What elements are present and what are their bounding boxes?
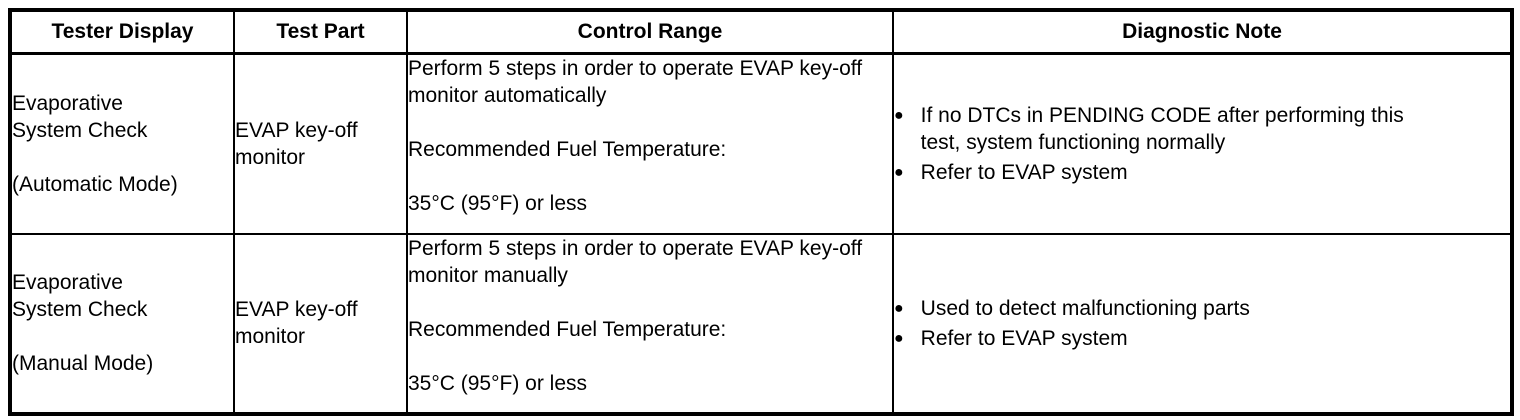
test-part-cell: EVAP key-off monitor [233,52,408,235]
cell-line: monitor [235,325,306,348]
cell-line [12,323,233,350]
control-range-cell: Perform 5 steps in order to operate EVAP… [406,232,894,415]
control-range-paragraph: Recommended Fuel Temperature: [408,138,727,161]
note-text: Refer to EVAP system [920,326,1128,350]
cell-line: monitor [235,145,306,169]
cell-line: EVAP key-off [235,298,358,321]
column-header-diagnostic-note: Diagnostic Note [892,9,1513,55]
bullet-icon: ● [894,299,904,317]
cell-line [12,144,233,171]
control-range-paragraph: 35°C (95°F) or less [408,192,588,215]
diagnostic-note-cell: ● If no DTCs in PENDING CODE after perfo… [892,52,1513,235]
cell-line: Evaporative [12,271,123,294]
test-part-cell: EVAP key-off monitor [233,232,408,415]
cell-line: (Automatic Mode) [12,172,178,196]
bullet-icon: ● [894,106,904,124]
table-row-manual-mode: Evaporative System Check (Manual Mode) E… [9,232,1513,415]
control-range-paragraph: Perform 5 steps in order to operate EVAP… [408,57,863,107]
note-text: Used to detect malfunctioning parts [920,296,1250,320]
table-row-automatic-mode: Evaporative System Check (Automatic Mode… [9,52,1513,235]
bullet-icon: ● [894,329,904,347]
cell-line: EVAP key-off [235,118,358,142]
tester-display-cell: Evaporative System Check (Manual Mode) [9,232,235,415]
note-text: Refer to EVAP system [920,160,1128,184]
note-item: ● Used to detect malfunctioning parts [894,295,1510,322]
tester-display-cell: Evaporative System Check (Automatic Mode… [9,52,235,235]
note-item: ● If no DTCs in PENDING CODE after perfo… [894,102,1510,156]
column-header-tester-display: Tester Display [9,9,235,55]
cell-line: Evaporative [12,91,123,115]
column-header-test-part: Test Part [233,9,408,55]
bullet-icon: ● [894,163,904,181]
diagnostic-note-cell: ● Used to detect malfunctioning parts ● … [892,232,1513,415]
cell-line: System Check [12,118,148,142]
diagnostic-table: Tester Display Test Part Control Range D… [8,8,1514,416]
note-item: ● Refer to EVAP system [894,159,1510,186]
note-text: If no DTCs in PENDING CODE after perform… [920,103,1404,154]
control-range-paragraph: Recommended Fuel Temperature: [408,317,727,341]
note-item: ● Refer to EVAP system [894,325,1510,352]
control-range-paragraph: 35°C (95°F) or less [408,371,588,395]
cell-line: System Check [12,298,148,321]
control-range-cell: Perform 5 steps in order to operate EVAP… [406,52,894,235]
control-range-paragraph: Perform 5 steps in order to operate EVAP… [408,236,863,287]
header-row: Tester Display Test Part Control Range D… [9,9,1513,55]
column-header-control-range: Control Range [406,9,894,55]
cell-line: (Manual Mode) [12,352,154,375]
